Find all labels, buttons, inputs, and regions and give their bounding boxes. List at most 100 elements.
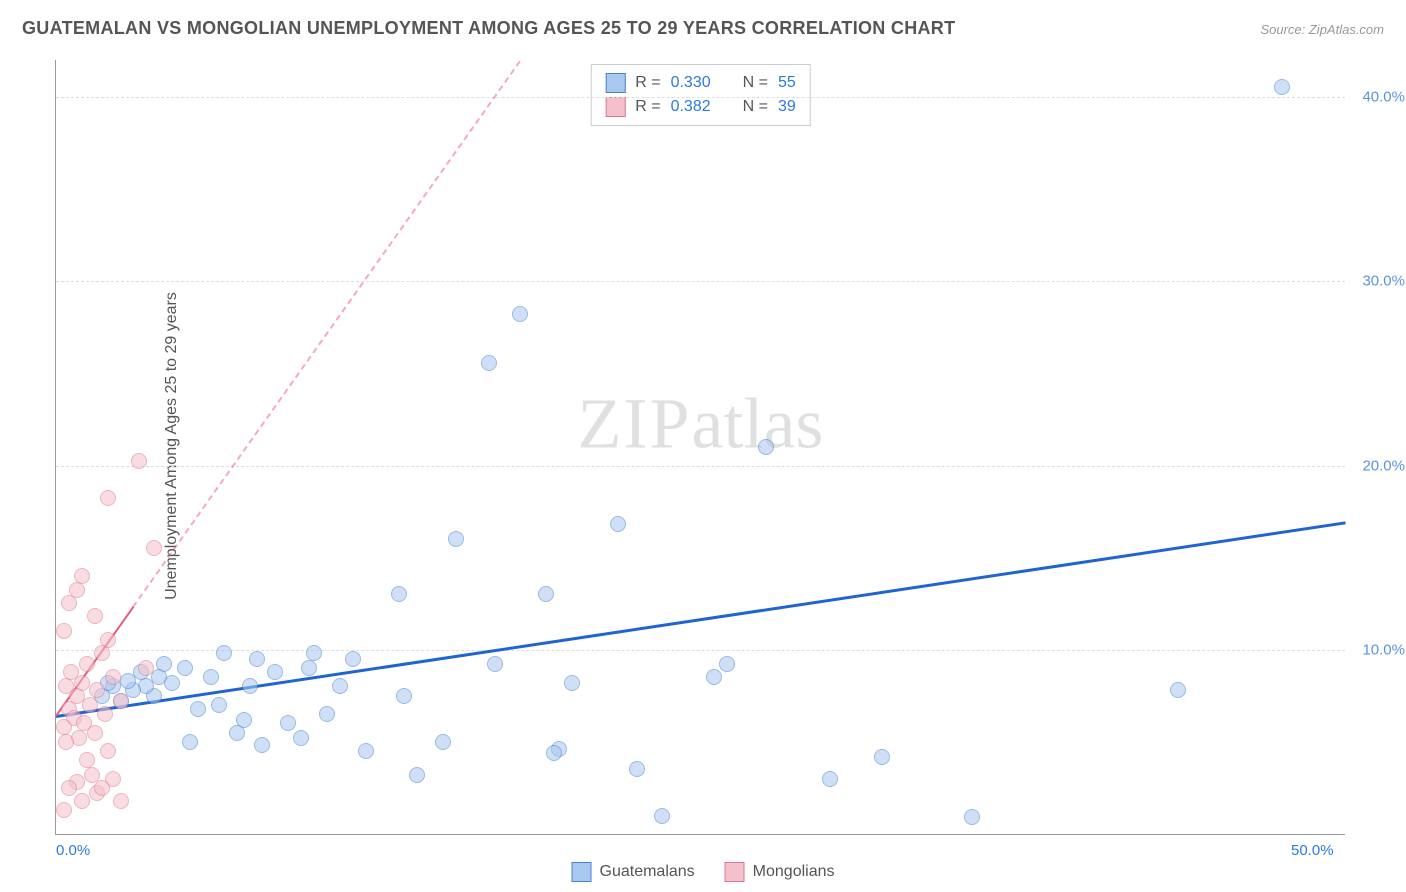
- data-point: [87, 725, 103, 741]
- data-point: [113, 693, 129, 709]
- n-value: 55: [778, 74, 796, 92]
- watermark-zip: ZIP: [578, 383, 692, 463]
- data-point: [512, 306, 528, 322]
- data-point: [396, 688, 412, 704]
- r-value: 0.330: [671, 74, 711, 92]
- data-point: [58, 734, 74, 750]
- data-point: [546, 745, 562, 761]
- legend-swatch: [605, 73, 625, 93]
- gridline: [56, 97, 1345, 98]
- data-point: [358, 743, 374, 759]
- stats-legend: R = 0.330 N = 55 R = 0.382 N = 39: [590, 64, 811, 126]
- data-point: [1170, 682, 1186, 698]
- data-point: [89, 682, 105, 698]
- n-value: 39: [778, 98, 796, 116]
- data-point: [97, 706, 113, 722]
- data-point: [964, 809, 980, 825]
- data-point: [105, 669, 121, 685]
- gridline: [56, 466, 1345, 467]
- data-point: [319, 706, 335, 722]
- data-point: [56, 719, 72, 735]
- data-point: [94, 645, 110, 661]
- data-point: [629, 761, 645, 777]
- trend-line: [133, 60, 522, 607]
- data-point: [56, 623, 72, 639]
- data-point: [332, 678, 348, 694]
- data-point: [254, 737, 270, 753]
- data-point: [138, 660, 154, 676]
- data-point: [306, 645, 322, 661]
- data-point: [758, 439, 774, 455]
- data-point: [654, 808, 670, 824]
- data-point: [481, 355, 497, 371]
- data-point: [242, 678, 258, 694]
- legend-label: Mongolians: [753, 863, 835, 881]
- legend-item: Guatemalans: [572, 862, 695, 882]
- data-point: [79, 752, 95, 768]
- data-point: [61, 595, 77, 611]
- data-point: [391, 586, 407, 602]
- data-point: [874, 749, 890, 765]
- x-tick-label: 0.0%: [56, 842, 90, 859]
- stats-legend-row: R = 0.382 N = 39: [605, 95, 796, 119]
- data-point: [267, 664, 283, 680]
- data-point: [87, 608, 103, 624]
- gridline: [56, 281, 1345, 282]
- data-point: [182, 734, 198, 750]
- legend-swatch: [605, 97, 625, 117]
- data-point: [487, 656, 503, 672]
- data-point: [61, 780, 77, 796]
- data-point: [1274, 79, 1290, 95]
- x-tick-label: 50.0%: [1291, 842, 1334, 859]
- n-label: N =: [743, 74, 768, 92]
- data-point: [146, 540, 162, 556]
- series-legend: Guatemalans Mongolians: [572, 862, 835, 882]
- data-point: [203, 669, 219, 685]
- data-point: [79, 656, 95, 672]
- data-point: [301, 660, 317, 676]
- n-label: N =: [743, 98, 768, 116]
- data-point: [177, 660, 193, 676]
- data-point: [706, 669, 722, 685]
- data-point: [409, 767, 425, 783]
- source-label: Source:: [1260, 22, 1308, 37]
- data-point: [610, 516, 626, 532]
- data-point: [190, 701, 206, 717]
- data-point: [56, 802, 72, 818]
- data-point: [131, 453, 147, 469]
- data-point: [113, 793, 129, 809]
- data-point: [249, 651, 265, 667]
- data-point: [100, 743, 116, 759]
- data-point: [822, 771, 838, 787]
- plot-area: ZIPatlas R = 0.330 N = 55 R = 0.382 N = …: [55, 60, 1345, 835]
- y-tick-label: 40.0%: [1362, 88, 1405, 105]
- data-point: [719, 656, 735, 672]
- chart-title: GUATEMALAN VS MONGOLIAN UNEMPLOYMENT AMO…: [22, 18, 955, 39]
- data-point: [345, 651, 361, 667]
- legend-item: Mongolians: [725, 862, 835, 882]
- data-point: [82, 697, 98, 713]
- legend-swatch: [572, 862, 592, 882]
- data-point: [211, 697, 227, 713]
- watermark-atlas: atlas: [692, 383, 824, 463]
- y-tick-label: 20.0%: [1362, 457, 1405, 474]
- r-label: R =: [635, 74, 660, 92]
- data-point: [538, 586, 554, 602]
- legend-label: Guatemalans: [600, 863, 695, 881]
- watermark: ZIPatlas: [578, 382, 824, 465]
- correlation-chart: GUATEMALAN VS MONGOLIAN UNEMPLOYMENT AMO…: [0, 0, 1406, 892]
- stats-legend-row: R = 0.330 N = 55: [605, 71, 796, 95]
- y-tick-label: 10.0%: [1362, 642, 1405, 659]
- data-point: [216, 645, 232, 661]
- r-label: R =: [635, 98, 660, 116]
- data-point: [74, 568, 90, 584]
- data-point: [120, 673, 136, 689]
- data-point: [94, 780, 110, 796]
- y-tick-label: 30.0%: [1362, 273, 1405, 290]
- source-attribution: Source: ZipAtlas.com: [1260, 22, 1384, 37]
- data-point: [293, 730, 309, 746]
- data-point: [74, 793, 90, 809]
- r-value: 0.382: [671, 98, 711, 116]
- data-point: [448, 531, 464, 547]
- legend-swatch: [725, 862, 745, 882]
